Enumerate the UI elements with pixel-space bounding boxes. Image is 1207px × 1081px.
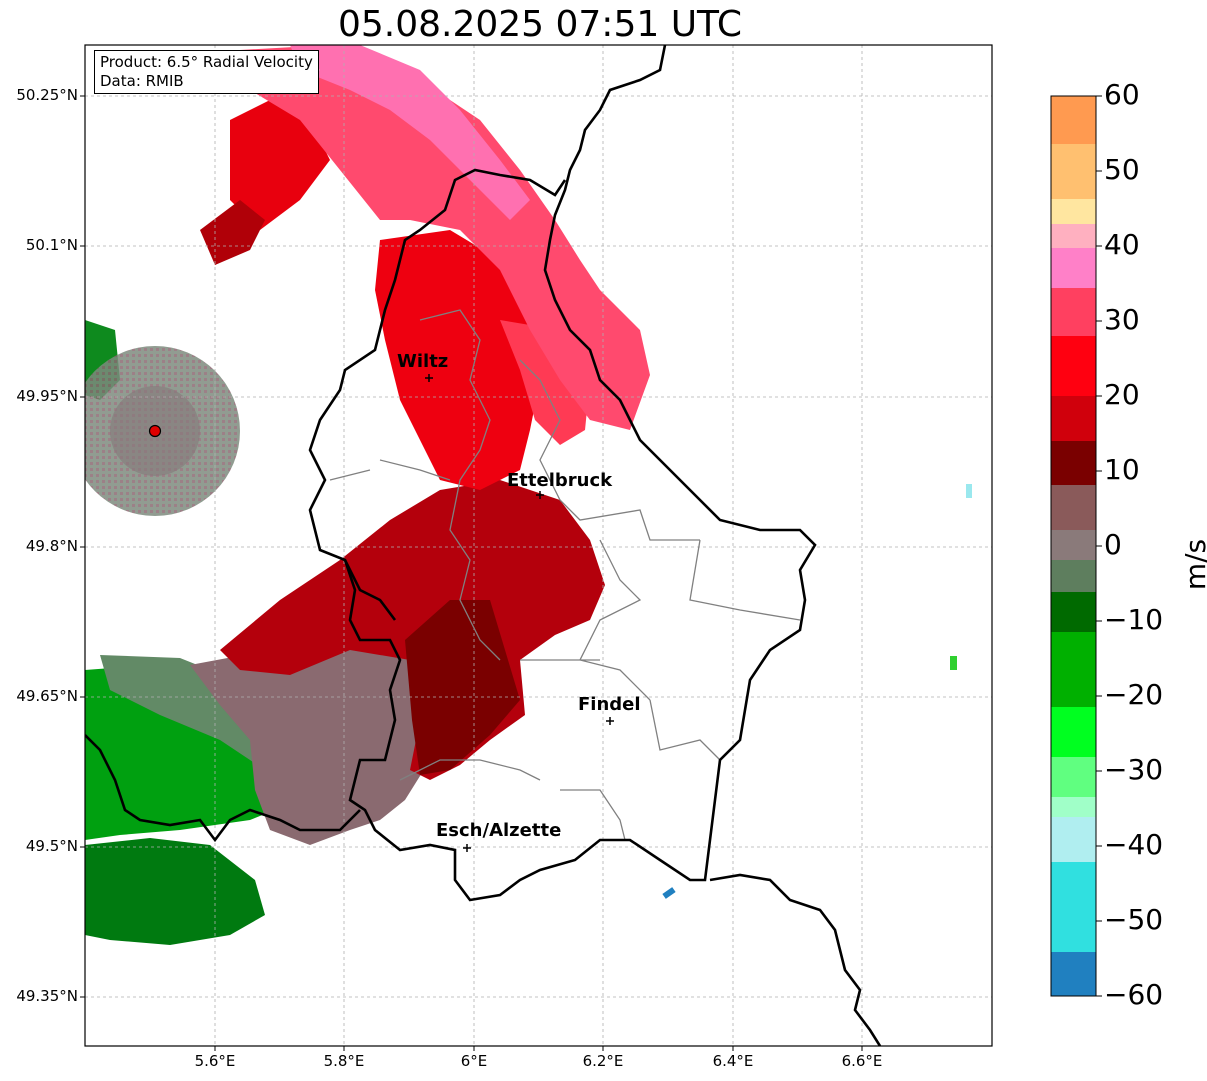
germany-border xyxy=(709,873,882,1046)
border-west xyxy=(343,559,397,621)
map-title: 05.08.2025 07:51 UTC xyxy=(337,4,743,45)
canton-borders xyxy=(329,309,801,841)
colorbar-tick: 20 xyxy=(1104,378,1140,411)
lat-label: 49.5°N xyxy=(25,837,78,855)
city-label-wiltz: Wiltz xyxy=(397,351,449,372)
lat-label: 49.8°N xyxy=(25,537,78,555)
colorbar-tick: 50 xyxy=(1104,153,1140,186)
lon-label: 6.4°E xyxy=(712,1052,754,1070)
lat-label: 49.65°N xyxy=(16,687,78,705)
echo-blue xyxy=(662,887,676,899)
lon-label: 6°E xyxy=(460,1052,488,1070)
colorbar-tick: −30 xyxy=(1104,753,1164,786)
lon-label: 6.6°E xyxy=(841,1052,883,1070)
lon-label: 5.8°E xyxy=(323,1052,365,1070)
data-source-label: Data: RMIB xyxy=(100,72,184,90)
grid xyxy=(85,45,992,1046)
echo-hotpink xyxy=(290,45,530,220)
map-frame xyxy=(84,44,993,1047)
colorbar-tick: 40 xyxy=(1104,228,1140,261)
colorbar-tick: 0 xyxy=(1104,528,1122,561)
echo-maroon xyxy=(405,600,520,775)
colorbar-tick: −50 xyxy=(1104,903,1164,936)
lat-label: 50.1°N xyxy=(25,236,78,254)
echo-green-east xyxy=(950,656,957,670)
country-border xyxy=(308,45,817,902)
colorbar-tick: −20 xyxy=(1104,678,1164,711)
colorbar-tick: 10 xyxy=(1104,453,1140,486)
colorbar-tick: 30 xyxy=(1104,303,1140,336)
echo-green-south xyxy=(85,838,265,945)
radar-site-marker xyxy=(148,424,162,438)
echo-red xyxy=(375,230,540,490)
echo-darkred-nw xyxy=(200,200,265,265)
echo-pink xyxy=(240,45,650,430)
lat-label: 49.35°N xyxy=(16,987,78,1005)
lat-label: 49.95°N xyxy=(16,387,78,405)
city-label-findel: Findel xyxy=(578,694,641,715)
product-info-box: Product: 6.5° Radial Velocity Data: RMIB xyxy=(94,50,319,94)
colorbar-tick: −10 xyxy=(1104,603,1164,636)
lon-label: 5.6°E xyxy=(194,1052,236,1070)
colorbar-unit-label: m/s xyxy=(1179,538,1207,591)
velocity-field xyxy=(85,45,972,945)
city-label-esch-alzette: Esch/Alzette xyxy=(436,820,562,841)
echo-red-nw xyxy=(230,100,330,230)
colorbar-tick: −40 xyxy=(1104,828,1164,861)
city-label-ettelbruck: Ettelbruck xyxy=(507,470,613,491)
colorbar xyxy=(1050,95,1102,997)
colorbar-tick: −60 xyxy=(1104,978,1164,1011)
lat-label: 50.25°N xyxy=(16,86,78,104)
product-label: Product: 6.5° Radial Velocity xyxy=(100,53,313,71)
lon-label: 6.2°E xyxy=(582,1052,624,1070)
colorbar-tick: 60 xyxy=(1104,78,1140,111)
echo-cyan xyxy=(966,484,972,498)
belgium-border xyxy=(85,734,361,843)
city-markers xyxy=(425,374,614,852)
echo-mauve xyxy=(190,615,440,845)
